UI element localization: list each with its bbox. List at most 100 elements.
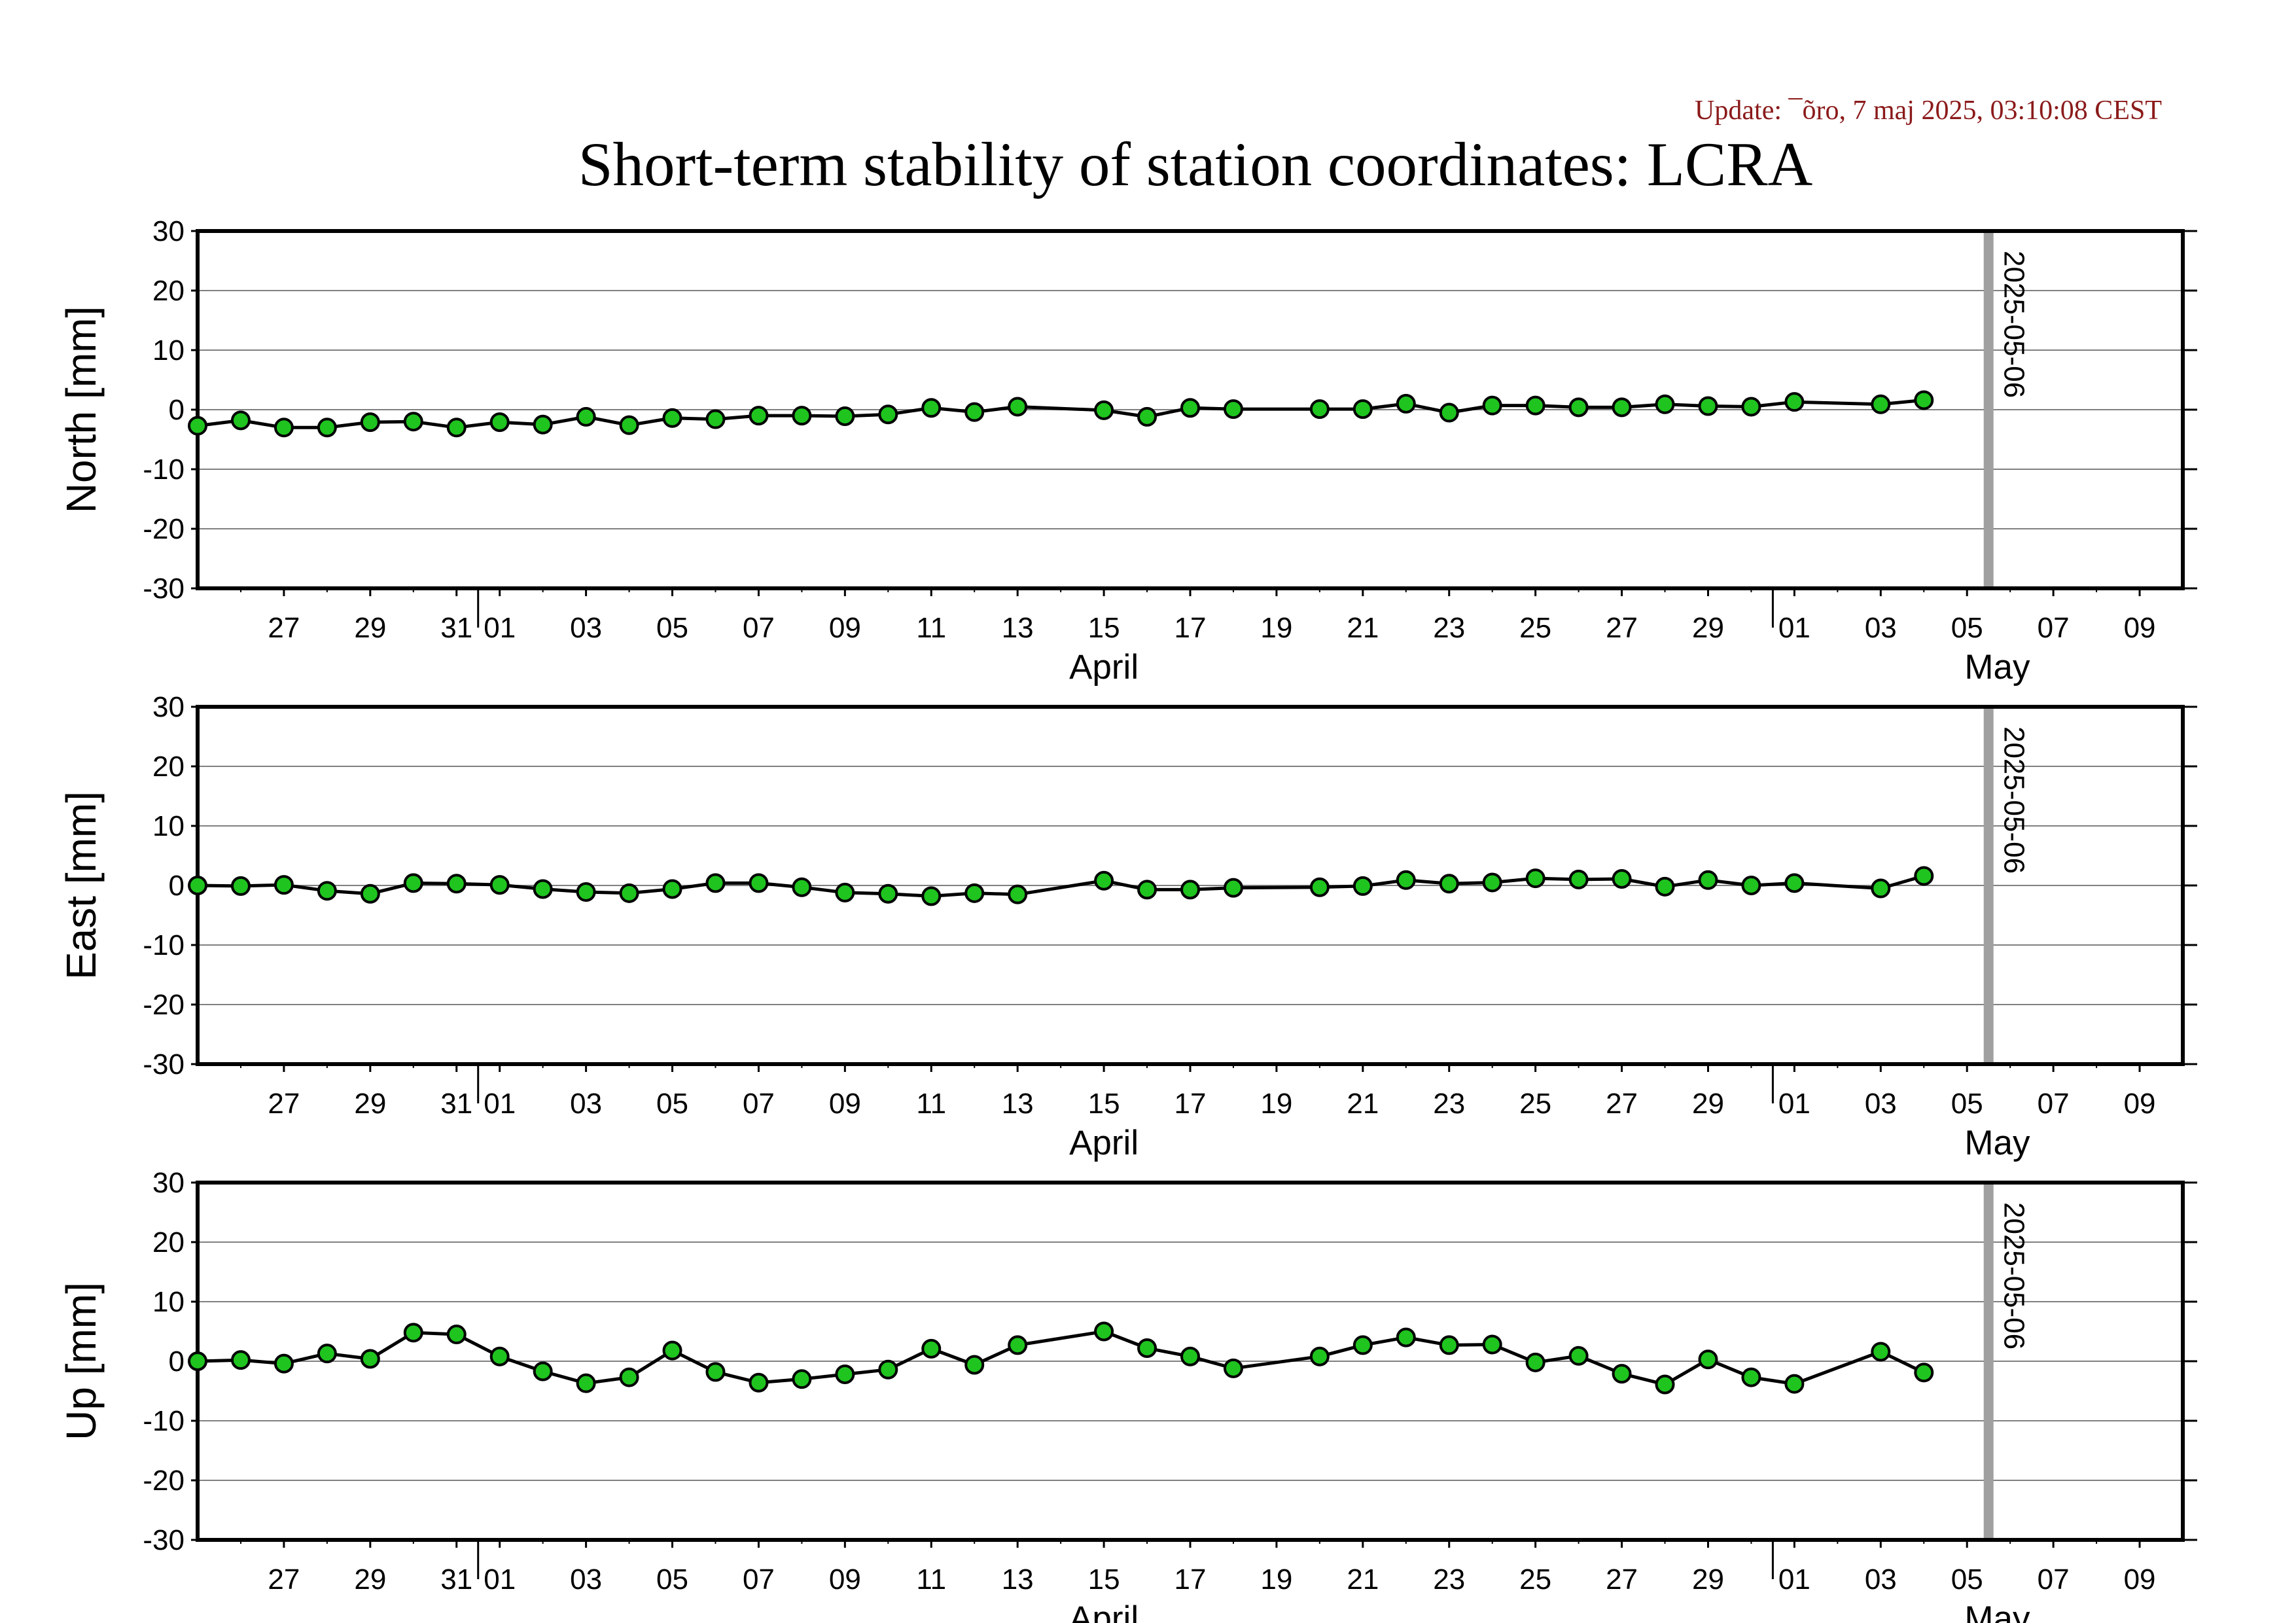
data-point	[1180, 398, 1200, 418]
data-point	[403, 873, 423, 893]
data-point	[878, 404, 898, 425]
x-tick-label: 21	[1347, 612, 1379, 644]
x-tick-label: 05	[1951, 1563, 1983, 1596]
data-point	[403, 412, 423, 432]
data-point	[1612, 397, 1632, 418]
data-point	[360, 412, 380, 433]
y-tick-label: -30	[143, 573, 185, 605]
data-point	[533, 414, 553, 435]
y-axis-label: Up [mm]	[58, 1282, 105, 1440]
x-tick-label: 09	[829, 612, 861, 644]
x-tick-label: 03	[1865, 1563, 1897, 1596]
month-label: April	[1069, 1599, 1139, 1623]
data-point	[1094, 870, 1114, 891]
data-point	[1871, 394, 1891, 414]
data-point	[921, 398, 942, 418]
x-tick-label: 07	[2038, 1563, 2070, 1596]
data-point	[964, 402, 985, 422]
data-point	[749, 873, 769, 893]
panel-east: 30 20 10 0 -10 -20 -30 2025-05-06 27 29 31 01 03 05 07…	[58, 691, 2197, 1162]
y-tick-label: 0	[169, 394, 185, 426]
data-point	[1655, 394, 1675, 414]
data-point	[619, 1367, 639, 1387]
x-tick-label: 23	[1433, 612, 1465, 644]
x-tick-label: 29	[354, 612, 386, 644]
data-point	[749, 406, 769, 426]
data-point	[1612, 868, 1632, 889]
y-tick-label: 20	[152, 751, 185, 783]
x-tick-label: 01	[484, 1088, 516, 1120]
data-point	[317, 418, 337, 438]
data-point	[749, 1372, 769, 1393]
data-point	[1914, 390, 1934, 410]
data-point	[835, 882, 855, 902]
x-tick-label: 21	[1347, 1088, 1379, 1120]
x-tick-label: 21	[1347, 1563, 1379, 1596]
y-tick-label: -10	[143, 454, 185, 486]
x-tick-label: 09	[829, 1088, 861, 1120]
x-tick-label: 07	[743, 612, 775, 644]
data-point	[1396, 1327, 1416, 1347]
y-tick-label: 10	[152, 334, 185, 366]
x-tick-label: 09	[2124, 1563, 2156, 1596]
data-point	[1698, 870, 1718, 890]
x-tick-label: 11	[916, 1563, 946, 1596]
x-tick-label: 31	[440, 1088, 472, 1120]
data-point	[1396, 870, 1416, 890]
data-point	[1309, 399, 1330, 419]
x-tick-label: 29	[354, 1563, 386, 1596]
data-point	[576, 882, 596, 902]
y-tick-label: 10	[152, 810, 185, 842]
y-tick-label: 0	[169, 870, 185, 902]
data-point	[1223, 399, 1243, 419]
x-tick-label: 17	[1174, 612, 1207, 644]
x-tick-label: 25	[1519, 1563, 1551, 1596]
data-point	[317, 1344, 337, 1364]
x-tick-label: 03	[570, 1563, 602, 1596]
data-point	[1698, 396, 1718, 416]
x-tick-label: 05	[1951, 612, 1983, 644]
x-tick-label: 05	[656, 612, 688, 644]
x-tick-label: 31	[440, 612, 472, 644]
data-point	[1568, 869, 1589, 889]
data-point	[1137, 406, 1157, 427]
data-point	[1352, 399, 1373, 419]
date-marker-label: 2025-05-06	[1998, 1202, 2030, 1349]
data-point	[835, 1364, 855, 1385]
x-tick-label: 17	[1174, 1563, 1207, 1596]
data-point	[1094, 1321, 1114, 1342]
x-tick-label: 09	[2124, 612, 2156, 644]
x-tick-label: 01	[1778, 1563, 1810, 1596]
data-point	[1482, 872, 1502, 893]
data-point	[360, 1349, 380, 1369]
x-tick-label: 27	[268, 1088, 300, 1120]
x-tick-label: 15	[1088, 1088, 1120, 1120]
x-tick-label: 13	[1002, 1088, 1034, 1120]
data-point	[1914, 866, 1934, 886]
data-point	[1008, 884, 1028, 904]
y-tick-label: 20	[152, 275, 185, 307]
x-tick-label: 23	[1433, 1088, 1465, 1120]
x-tick-label: 29	[1692, 1088, 1724, 1120]
x-tick-label: 31	[440, 1563, 472, 1596]
data-point	[188, 1351, 207, 1371]
y-tick-label: 30	[152, 215, 185, 247]
data-point	[1309, 877, 1330, 897]
data-point	[1439, 1335, 1459, 1355]
data-point	[1180, 880, 1200, 900]
y-tick-label: -20	[143, 1465, 185, 1497]
data-point	[1914, 1363, 1934, 1383]
data-point	[489, 412, 510, 433]
data-point	[1741, 876, 1761, 895]
data-point	[619, 415, 639, 435]
data-point	[1137, 1338, 1157, 1358]
data-point	[1568, 397, 1589, 418]
data-point	[662, 408, 682, 428]
data-point	[1309, 1346, 1330, 1366]
x-tick-label: 15	[1088, 1563, 1120, 1596]
data-point	[1223, 1358, 1243, 1378]
y-axis-label: East [mm]	[58, 791, 105, 980]
data-point	[662, 879, 682, 899]
month-label: April	[1069, 1124, 1139, 1162]
